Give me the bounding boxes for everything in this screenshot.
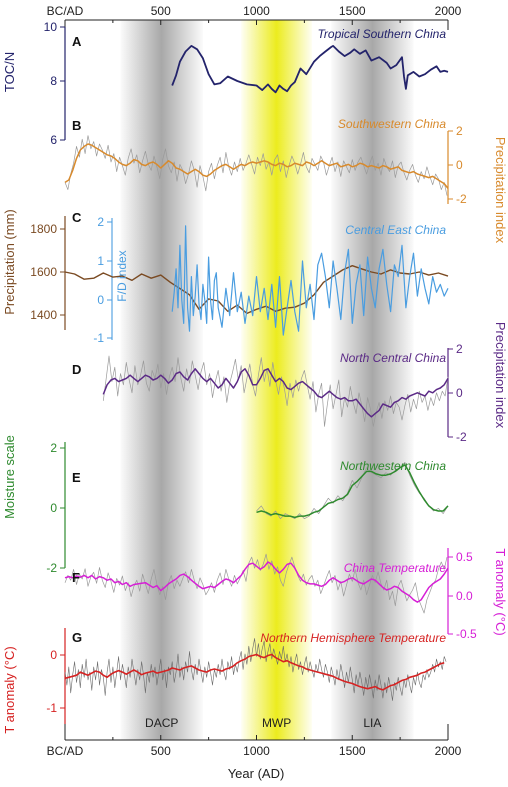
y-tick-label: 6	[50, 133, 57, 147]
inner-y-tick-label: 1	[97, 254, 104, 268]
top-x-tick-label: BC/AD	[47, 4, 84, 18]
panel-letter-a: A	[72, 34, 82, 49]
bottom-x-tick-label: 2000	[435, 744, 462, 758]
region-label-north-central-china: North Central China	[340, 351, 446, 365]
series-line-southwestern-china-1	[64, 143, 449, 189]
panel-letter-f: F	[72, 570, 80, 585]
inner-y-axis-title: F/D index	[115, 250, 129, 301]
y-tick-label: 8	[50, 74, 57, 88]
y-tick-label: 0	[456, 386, 463, 400]
period-band-lia	[331, 20, 414, 740]
inner-y-tick-label: 0	[97, 293, 104, 307]
y-tick-label: 0	[50, 501, 57, 515]
series-line-northwestern-china-0	[256, 462, 449, 520]
period-label-lia: LIA	[363, 716, 381, 730]
y-tick-label: -1	[46, 701, 57, 715]
bottom-x-tick-label: 500	[151, 744, 171, 758]
y-tick-label: 0.5	[456, 550, 473, 564]
panel-letter-g: G	[72, 630, 82, 645]
series-line-china-temperature-1	[64, 561, 449, 603]
y-tick-label: 0	[50, 648, 57, 662]
top-x-tick-label: 2000	[435, 4, 462, 18]
period-label-dacp: DACP	[145, 716, 178, 730]
top-x-tick-label: 500	[151, 4, 171, 18]
y-tick-label: 2	[456, 342, 463, 356]
y-tick-label: 1800	[30, 222, 57, 236]
top-x-tick-label: 1500	[339, 4, 366, 18]
labels: DACP MWP LIABC/ADBC/AD50050010001000150015…	[2, 4, 508, 781]
y-tick-label: 2	[456, 124, 463, 138]
series-line-north-central-china-0	[102, 355, 449, 427]
region-label-central-east-china: Central East China	[345, 223, 446, 237]
y-tick-label: -2	[456, 430, 467, 444]
y-axis-title-china-temperature: T anomaly (°C)	[493, 548, 508, 635]
series-line-northern-hemisphere-temperature-0	[64, 638, 447, 701]
series-line-central-east-china-1	[171, 225, 449, 336]
y-axis-title-central-east-china: Precipitation (mm)	[2, 209, 17, 314]
y-tick-label: 10	[44, 20, 58, 34]
series-line-central-east-china-0	[64, 265, 449, 315]
y-axis-title-tropical-southern-china: TOC/N	[2, 52, 17, 92]
series-line-southwestern-china-0	[64, 135, 448, 196]
region-label-china-temperature: China Temperature	[344, 561, 447, 575]
y-tick-label: 0.0	[456, 589, 473, 603]
top-x-tick-label: 1000	[243, 4, 270, 18]
region-label-northwestern-china: Northwestern China	[340, 459, 446, 473]
y-tick-label: -2	[456, 192, 467, 206]
y-axis-title-northwestern-china: Moisture scale	[2, 435, 17, 519]
period-band-dacp	[120, 20, 203, 740]
axes	[60, 19, 453, 741]
inner-y-tick-label: 2	[97, 215, 104, 229]
y-tick-label: -2	[46, 561, 57, 575]
series-line-northwestern-china-1	[256, 464, 449, 519]
y-tick-label: 1400	[30, 308, 57, 322]
series-line-northern-hemisphere-temperature-1	[64, 653, 445, 691]
y-axis-title-southwestern-china: Precipitation index	[493, 137, 508, 244]
data-series	[64, 45, 449, 701]
series-line-north-central-china-1	[102, 368, 449, 418]
panel-letter-c: C	[72, 210, 82, 225]
period-label-mwp: MWP	[262, 716, 291, 730]
panel-letter-d: D	[72, 362, 81, 377]
inner-y-tick-label: -1	[93, 331, 104, 345]
bottom-x-tick-label: 1000	[243, 744, 270, 758]
y-axis-title-north-central-china: Precipitation index	[493, 322, 508, 429]
panel-letter-e: E	[72, 470, 81, 485]
y-tick-label: 0	[456, 158, 463, 172]
panel-letter-b: B	[72, 118, 81, 133]
bottom-x-tick-label: 1500	[339, 744, 366, 758]
series-line-tropical-southern-china-0	[171, 45, 449, 94]
region-label-tropical-southern-china: Tropical Southern China	[317, 27, 446, 41]
y-tick-label: -0.5	[456, 627, 477, 641]
region-label-southwestern-china: Southwestern China	[338, 117, 446, 131]
y-axis-title-northern-hemisphere-temperature: T anomaly (°C)	[2, 646, 17, 733]
x-axis-title: Year (AD)	[228, 766, 285, 781]
bottom-x-tick-label: BC/AD	[47, 744, 84, 758]
y-tick-label: 2	[50, 441, 57, 455]
region-label-northern-hemisphere-temperature: Northern Hemisphere Temperature	[260, 631, 446, 645]
y-tick-label: 1600	[30, 265, 57, 279]
